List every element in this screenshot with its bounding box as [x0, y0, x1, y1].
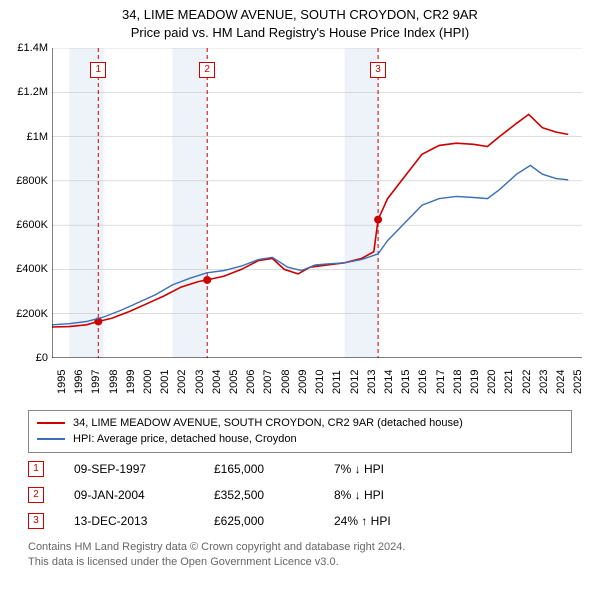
row-marker: 3: [28, 513, 44, 529]
y-tick-label: £800K: [0, 175, 48, 187]
chart-area: [52, 48, 582, 358]
marker-box: 3: [370, 62, 386, 78]
x-tick-label: 2021: [503, 370, 515, 394]
x-tick-label: 2013: [366, 370, 378, 394]
footer-line-1: Contains HM Land Registry data © Crown c…: [28, 540, 405, 555]
chart-container: 34, LIME MEADOW AVENUE, SOUTH CROYDON, C…: [0, 0, 600, 590]
y-tick-label: £0: [0, 352, 48, 364]
transactions-table: 1 09-SEP-1997 £165,000 7% ↓ HPI 2 09-JAN…: [28, 456, 454, 534]
x-tick-label: 2023: [538, 370, 550, 394]
x-tick-label: 1998: [108, 370, 120, 394]
legend-box: 34, LIME MEADOW AVENUE, SOUTH CROYDON, C…: [28, 410, 572, 453]
row-marker: 2: [28, 487, 44, 503]
marker-box: 1: [90, 62, 106, 78]
row-price: £625,000: [214, 514, 334, 528]
row-date: 09-SEP-1997: [74, 462, 214, 476]
footer-line-2: This data is licensed under the Open Gov…: [28, 555, 405, 570]
x-tick-label: 2018: [452, 370, 464, 394]
row-delta: 7% ↓ HPI: [334, 462, 454, 476]
legend-row: 34, LIME MEADOW AVENUE, SOUTH CROYDON, C…: [37, 415, 563, 431]
x-tick-label: 2025: [572, 370, 584, 394]
row-delta: 24% ↑ HPI: [334, 514, 454, 528]
x-tick-label: 2010: [314, 370, 326, 394]
legend-label: 34, LIME MEADOW AVENUE, SOUTH CROYDON, C…: [73, 417, 463, 429]
y-tick-label: £600K: [0, 219, 48, 231]
x-tick-label: 2006: [245, 370, 257, 394]
y-tick-label: £1.4M: [0, 42, 48, 54]
y-tick-label: £400K: [0, 263, 48, 275]
title-line-2: Price paid vs. HM Land Registry's House …: [0, 24, 600, 42]
footer: Contains HM Land Registry data © Crown c…: [28, 540, 405, 570]
table-row: 1 09-SEP-1997 £165,000 7% ↓ HPI: [28, 456, 454, 482]
x-tick-label: 2022: [521, 370, 533, 394]
y-tick-label: £1M: [0, 131, 48, 143]
x-tick-label: 2007: [262, 370, 274, 394]
legend-swatch: [37, 422, 65, 424]
legend-swatch: [37, 438, 65, 440]
x-tick-label: 2016: [417, 370, 429, 394]
y-tick-label: £200K: [0, 308, 48, 320]
x-tick-label: 2015: [400, 370, 412, 394]
x-tick-label: 1997: [90, 370, 102, 394]
x-tick-label: 2019: [469, 370, 481, 394]
row-price: £165,000: [214, 462, 334, 476]
x-tick-label: 2002: [176, 370, 188, 394]
x-tick-label: 2020: [486, 370, 498, 394]
x-tick-label: 2009: [297, 370, 309, 394]
table-row: 2 09-JAN-2004 £352,500 8% ↓ HPI: [28, 482, 454, 508]
x-tick-label: 1996: [73, 370, 85, 394]
legend-row: HPI: Average price, detached house, Croy…: [37, 431, 563, 447]
row-delta: 8% ↓ HPI: [334, 488, 454, 502]
y-tick-label: £1.2M: [0, 86, 48, 98]
row-date: 09-JAN-2004: [74, 488, 214, 502]
chart-svg: [52, 48, 582, 358]
x-tick-label: 2014: [383, 370, 395, 394]
x-tick-label: 1999: [125, 370, 137, 394]
x-tick-label: 2000: [142, 370, 154, 394]
x-tick-label: 2024: [555, 370, 567, 394]
x-tick-label: 2004: [211, 370, 223, 394]
table-row: 3 13-DEC-2013 £625,000 24% ↑ HPI: [28, 508, 454, 534]
x-tick-label: 2003: [194, 370, 206, 394]
row-date: 13-DEC-2013: [74, 514, 214, 528]
row-price: £352,500: [214, 488, 334, 502]
x-tick-label: 2008: [280, 370, 292, 394]
x-tick-label: 2005: [228, 370, 240, 394]
title-line-1: 34, LIME MEADOW AVENUE, SOUTH CROYDON, C…: [0, 6, 600, 24]
x-tick-label: 2011: [331, 370, 343, 394]
x-tick-label: 2012: [349, 370, 361, 394]
row-marker: 1: [28, 461, 44, 477]
legend-label: HPI: Average price, detached house, Croy…: [73, 433, 297, 445]
x-tick-label: 2017: [435, 370, 447, 394]
x-tick-label: 2001: [159, 370, 171, 394]
x-tick-label: 1995: [56, 370, 68, 394]
title-block: 34, LIME MEADOW AVENUE, SOUTH CROYDON, C…: [0, 0, 600, 41]
marker-box: 2: [199, 62, 215, 78]
